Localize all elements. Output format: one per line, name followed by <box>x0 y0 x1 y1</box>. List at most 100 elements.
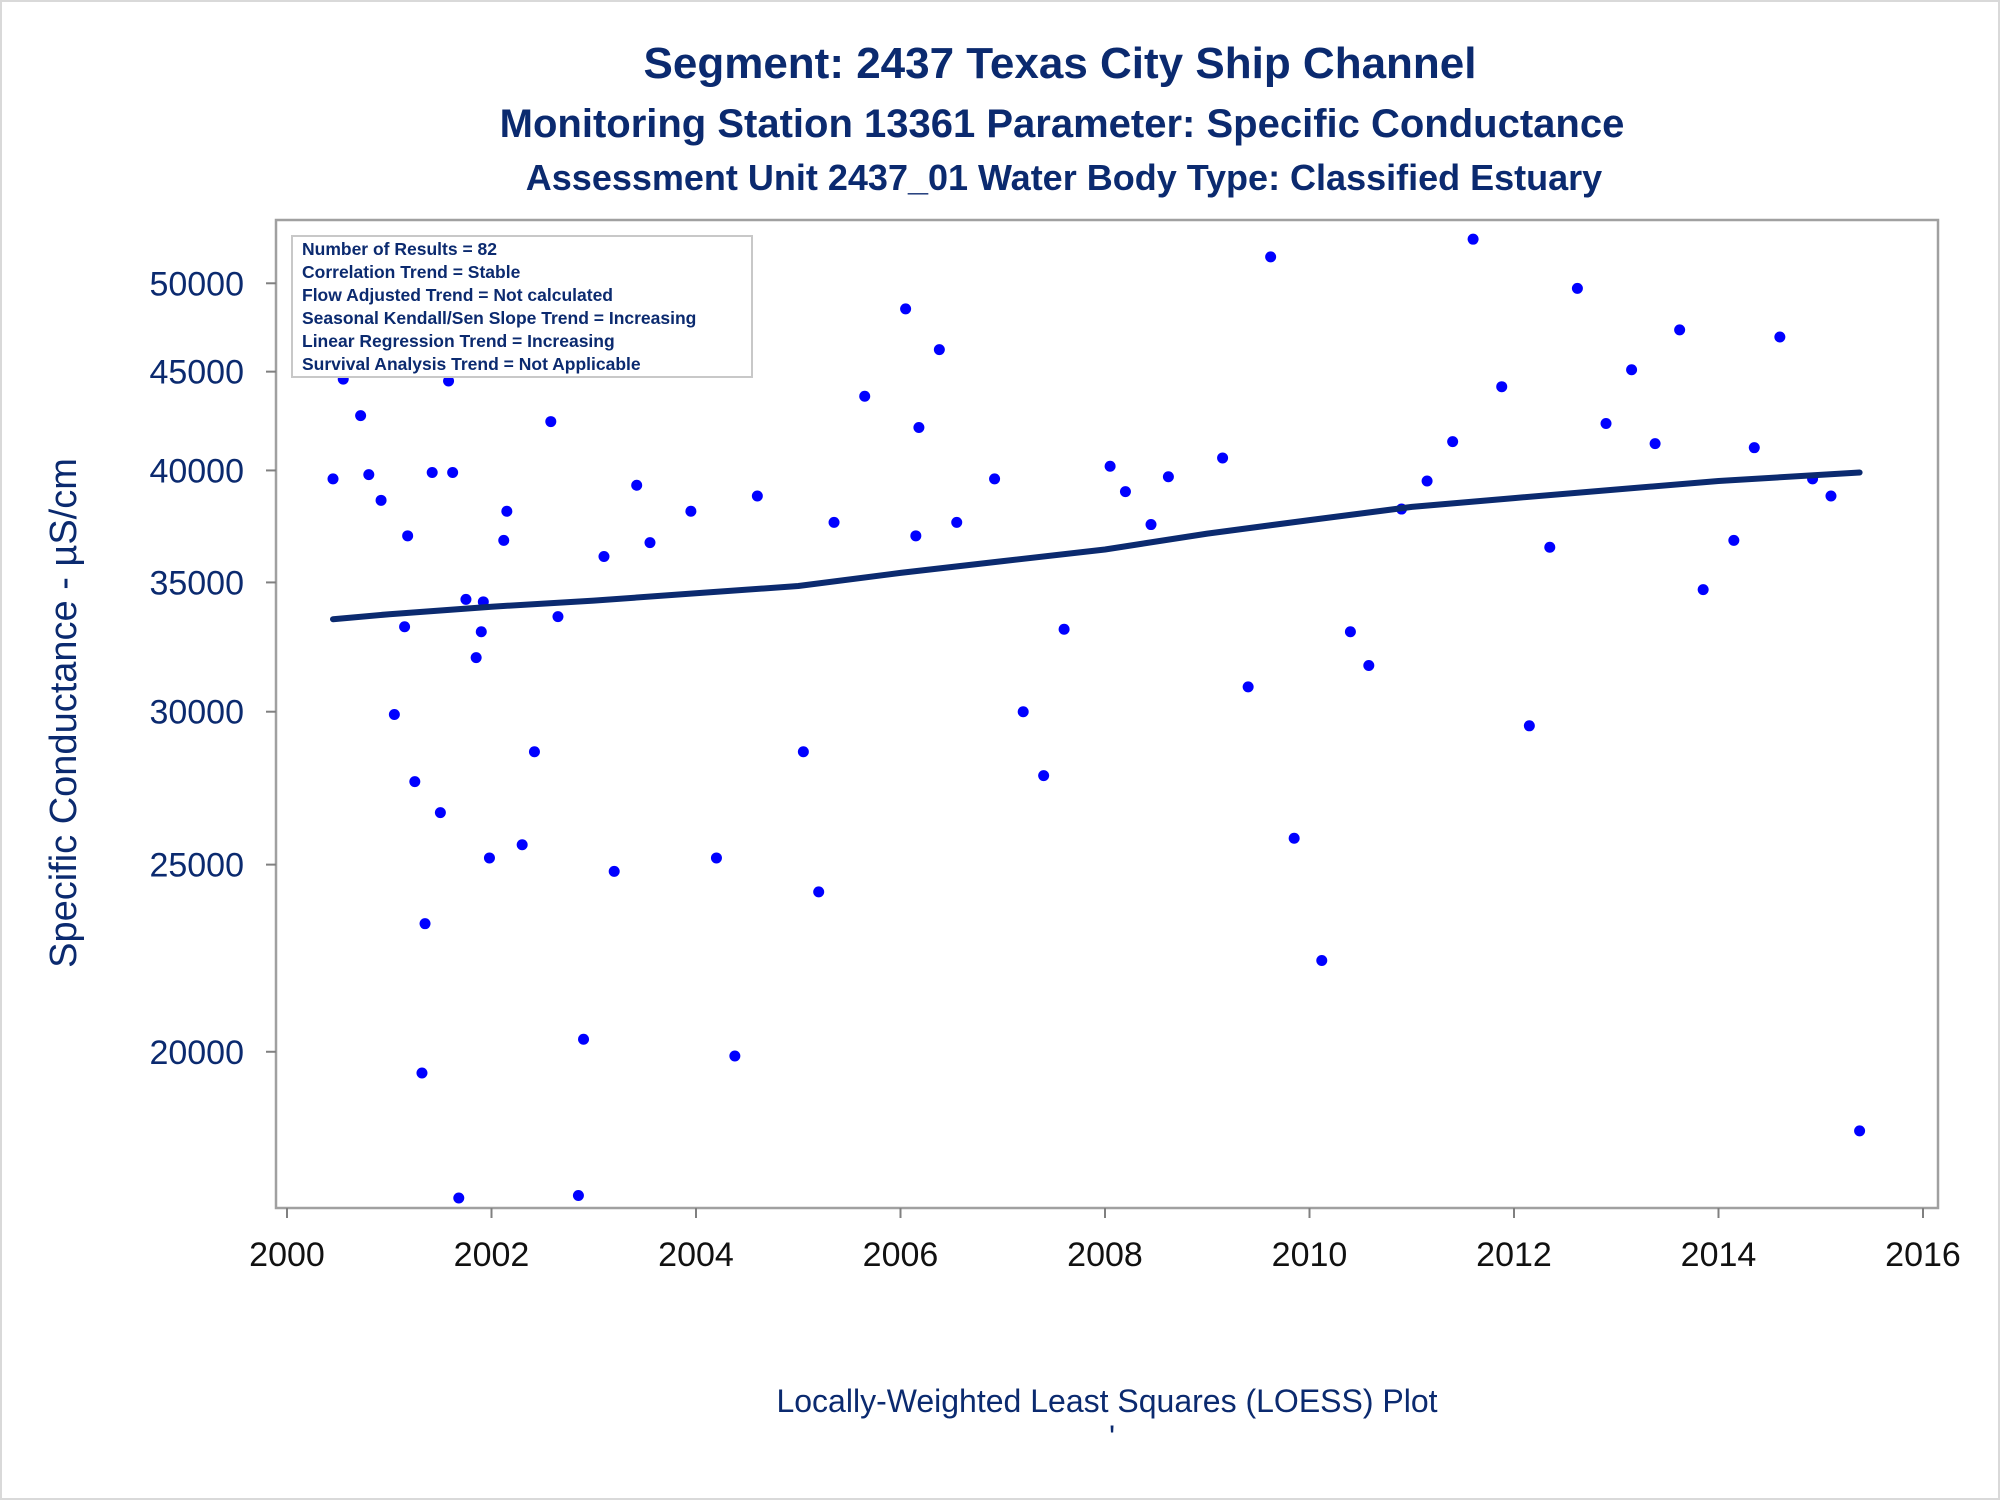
data-point <box>545 416 557 428</box>
y-tick-label: 50000 <box>149 265 244 303</box>
x-tick-label: 2010 <box>1272 1236 1348 1274</box>
data-point <box>1104 460 1116 472</box>
data-point <box>1728 534 1740 546</box>
x-tick-label: 2006 <box>863 1236 939 1274</box>
stats-box-border <box>291 235 753 378</box>
data-point <box>1242 681 1254 693</box>
data-point <box>470 652 482 664</box>
data-point <box>1162 471 1174 483</box>
data-point <box>598 550 610 562</box>
data-point <box>710 852 722 864</box>
data-points <box>327 233 1866 1204</box>
data-point <box>501 505 513 517</box>
data-point <box>608 865 620 877</box>
data-point <box>631 479 643 491</box>
data-point <box>1058 623 1070 635</box>
x-tick-label: 2004 <box>658 1236 734 1274</box>
data-point <box>685 505 697 517</box>
stat-seasonal-kendall-trend: Seasonal Kendall/Sen Slope Trend = Incre… <box>302 308 696 328</box>
data-point <box>375 494 387 506</box>
y-tick-label: 20000 <box>149 1034 244 1072</box>
x-tick-label: 2014 <box>1681 1236 1757 1274</box>
data-point <box>1017 706 1029 718</box>
data-point <box>913 422 925 434</box>
data-point <box>828 516 840 528</box>
data-point <box>516 839 528 851</box>
data-point <box>1854 1125 1866 1137</box>
data-point <box>1523 720 1535 732</box>
data-point <box>327 473 339 485</box>
data-point <box>453 1192 465 1204</box>
plot-area <box>274 218 1940 1210</box>
data-point <box>1038 770 1050 782</box>
data-point <box>399 621 411 633</box>
x-tick-label: 2000 <box>249 1236 325 1274</box>
stat-correlation-trend: Correlation Trend = Stable <box>302 262 521 282</box>
x-tick-label: 2016 <box>1885 1236 1961 1274</box>
x-tick-label: 2012 <box>1476 1236 1552 1274</box>
y-tick-label: 45000 <box>149 354 244 392</box>
data-point <box>447 467 459 479</box>
data-point <box>552 611 564 623</box>
data-point <box>859 390 871 402</box>
data-point <box>1496 381 1508 393</box>
data-point <box>1825 490 1837 502</box>
data-point <box>426 467 438 479</box>
data-point <box>1316 954 1328 966</box>
plot-footnote: Locally-Weighted Least Squares (LOESS) P… <box>776 1383 1437 1419</box>
data-point <box>528 746 540 758</box>
data-point <box>1626 364 1638 376</box>
data-point <box>1288 832 1300 844</box>
data-point <box>1217 452 1229 464</box>
y-axis: 20000 25000 30000 35000 40000 45000 50000 <box>149 265 276 1072</box>
data-point <box>388 709 400 721</box>
chart-title-line-1: Segment: 2437 Texas City Ship Channel <box>644 39 1477 88</box>
data-point <box>751 490 763 502</box>
data-point <box>1145 519 1157 531</box>
data-point <box>483 852 495 864</box>
data-point <box>1544 541 1556 553</box>
data-point <box>572 1190 584 1202</box>
data-point <box>1697 584 1709 596</box>
data-point <box>1344 626 1356 638</box>
data-point <box>434 807 446 819</box>
footnote-mark: ' <box>1109 1419 1115 1455</box>
y-tick-label: 35000 <box>149 564 244 602</box>
chart-title-line-2: Monitoring Station 13361 Parameter: Spec… <box>500 102 1625 146</box>
data-point <box>409 776 421 788</box>
data-point <box>797 746 809 758</box>
data-point <box>1363 659 1375 671</box>
data-point <box>1467 233 1479 245</box>
data-point <box>813 886 825 898</box>
data-point <box>1571 282 1583 294</box>
data-point <box>1674 324 1686 336</box>
data-point <box>644 537 656 549</box>
data-point <box>1748 442 1760 454</box>
data-point <box>933 344 945 356</box>
data-point <box>910 530 922 542</box>
data-point <box>951 516 963 528</box>
x-axis: 2000 2002 2004 2006 2008 2010 2012 2014 2016 <box>249 1208 1961 1274</box>
data-point <box>1119 486 1131 498</box>
stat-linear-regression-trend: Linear Regression Trend = Increasing <box>302 331 615 351</box>
y-tick-label: 25000 <box>149 847 244 885</box>
data-point <box>498 534 510 546</box>
x-tick-label: 2008 <box>1067 1236 1143 1274</box>
stat-number-of-results: Number of Results = 82 <box>302 239 497 259</box>
y-axis-label: Specific Conductance - µS/cm <box>43 458 85 968</box>
data-point <box>729 1050 741 1062</box>
x-tick-label: 2002 <box>454 1236 530 1274</box>
data-point <box>578 1033 590 1045</box>
data-point <box>1265 251 1277 263</box>
data-point <box>363 469 375 481</box>
chart-title-line-3: Assessment Unit 2437_01 Water Body Type:… <box>526 157 1602 198</box>
data-point <box>416 1067 428 1079</box>
data-point <box>419 918 431 930</box>
y-tick-label: 30000 <box>149 694 244 732</box>
data-point <box>1447 436 1459 448</box>
data-point <box>1421 475 1433 487</box>
data-point <box>475 626 487 638</box>
data-point <box>402 530 414 542</box>
